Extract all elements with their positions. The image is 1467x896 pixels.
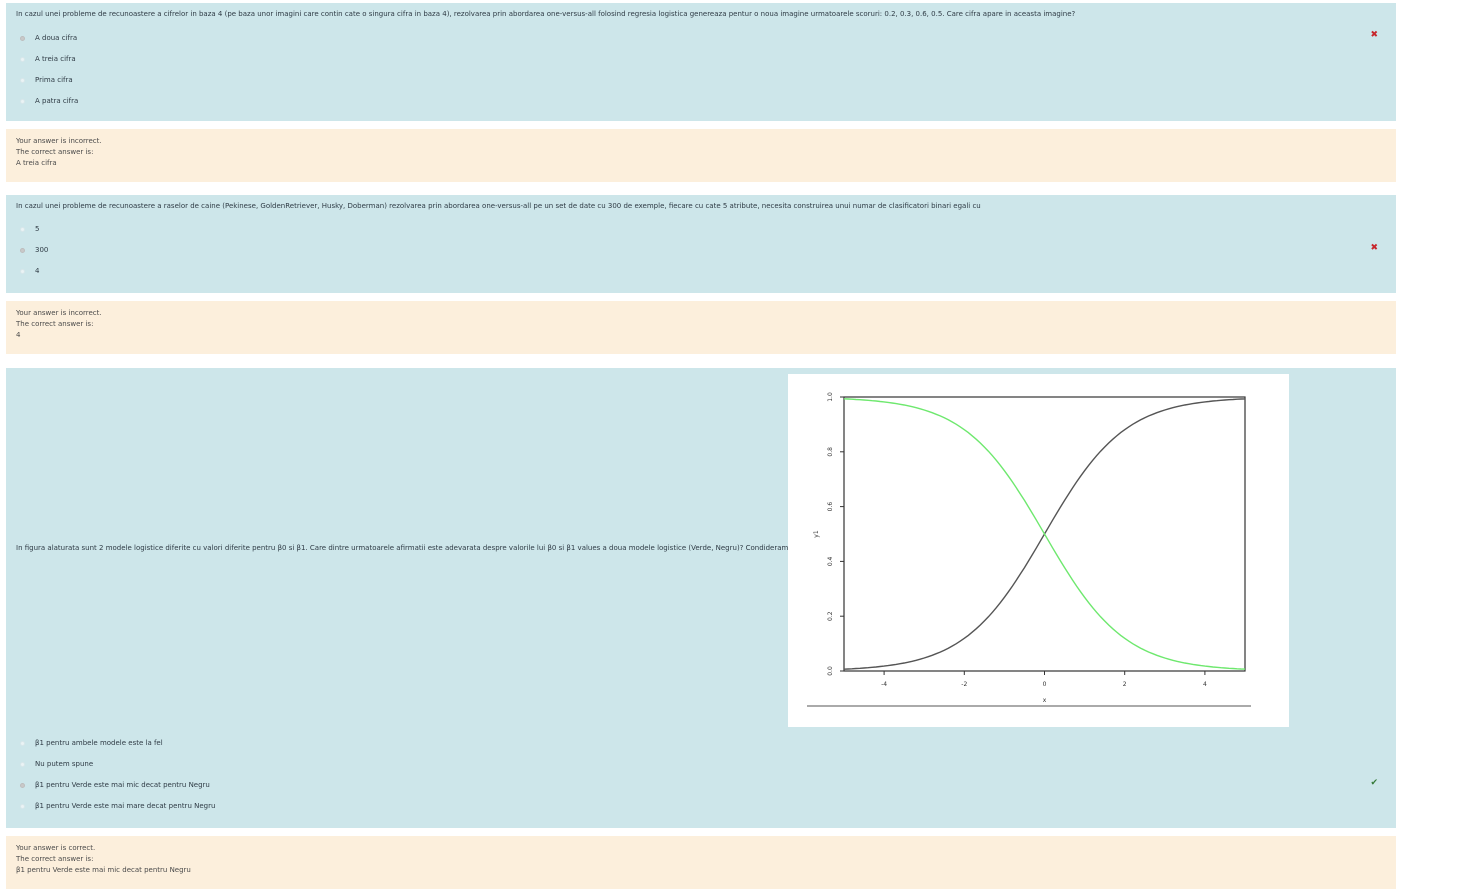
radio-selected-icon[interactable] [20, 782, 25, 788]
question-text: In cazul unei probleme de recunoastere a… [16, 202, 981, 210]
answer-option[interactable]: Nu putem spune [20, 758, 93, 770]
radio-icon[interactable] [20, 226, 25, 232]
correct-answer: β1 pentru Verde este mai mic decat pentr… [16, 866, 191, 874]
correct-answer: A treia cifra [16, 159, 57, 167]
answer-option[interactable]: 4 [20, 265, 39, 277]
radio-icon[interactable] [20, 740, 25, 746]
answer-option[interactable]: A treia cifra [20, 53, 76, 65]
answer-option[interactable]: 300 [20, 244, 48, 256]
x-tick-label: -2 [961, 681, 967, 688]
radio-icon[interactable] [20, 56, 25, 62]
answer-option[interactable]: A patra cifra [20, 95, 78, 107]
answer-option[interactable]: β1 pentru ambele modele este la fel [20, 737, 163, 749]
answer-option[interactable]: β1 pentru Verde este mai mare decat pent… [20, 800, 215, 812]
logistic-chart: -4 -2 0 2 4 0.0 0.2 0.4 0.6 0.8 1.0 x y1 [807, 392, 1251, 707]
question-text: In cazul unei probleme de recunoastere a… [16, 10, 1076, 18]
incorrect-icon: ✖ [1370, 243, 1378, 253]
radio-selected-icon[interactable] [20, 35, 25, 41]
question-text: In figura alaturata sunt 2 modele logist… [16, 544, 844, 552]
incorrect-icon: ✖ [1370, 30, 1378, 40]
x-tick-label: 2 [1123, 681, 1127, 688]
y-axis-label: y1 [813, 530, 820, 538]
radio-icon[interactable] [20, 803, 25, 809]
answer-option[interactable]: Prima cifra [20, 74, 73, 86]
answer-option[interactable]: β1 pentru Verde este mai mic decat pentr… [20, 779, 210, 791]
radio-icon[interactable] [20, 268, 25, 274]
correct-answer-label: The correct answer is: [16, 148, 94, 156]
feedback-status: Your answer is incorrect. [16, 137, 102, 145]
correct-check-icon: ✔ [1370, 778, 1378, 788]
correct-answer: 4 [16, 331, 21, 339]
feedback-status: Your answer is incorrect. [16, 309, 102, 317]
answer-option[interactable]: A doua cifra [20, 32, 77, 44]
y-tick-label: 1.0 [827, 392, 834, 402]
radio-icon[interactable] [20, 77, 25, 83]
question-card-3: In figura alaturata sunt 2 modele logist… [6, 368, 1396, 828]
y-tick-label: 0.8 [827, 447, 834, 457]
correct-answer-label: The correct answer is: [16, 855, 94, 863]
answer-option[interactable]: 5 [20, 223, 39, 235]
y-tick-label: 0.0 [827, 666, 834, 676]
y-tick-label: 0.6 [827, 502, 834, 512]
radio-icon[interactable] [20, 761, 25, 767]
feedback-box-2: Your answer is incorrect. The correct an… [6, 301, 1396, 354]
correct-answer-label: The correct answer is: [16, 320, 94, 328]
question-card-2: In cazul unei probleme de recunoastere a… [6, 195, 1396, 293]
radio-selected-icon[interactable] [20, 247, 25, 253]
x-tick-label: 4 [1203, 681, 1207, 688]
feedback-status: Your answer is correct. [16, 844, 96, 852]
logistic-chart-figure: -4 -2 0 2 4 0.0 0.2 0.4 0.6 0.8 1.0 x y1 [788, 374, 1289, 727]
x-axis-label: x [1043, 697, 1047, 704]
feedback-box-3: Your answer is correct. The correct answ… [6, 836, 1396, 889]
y-tick-label: 0.4 [827, 556, 834, 566]
x-tick-label: -4 [881, 681, 887, 688]
question-card-1: In cazul unei probleme de recunoastere a… [6, 3, 1396, 121]
y-tick-label: 0.2 [827, 611, 834, 621]
radio-icon[interactable] [20, 98, 25, 104]
feedback-box-1: Your answer is incorrect. The correct an… [6, 129, 1396, 182]
x-tick-label: 0 [1043, 681, 1047, 688]
series-line-2 [843, 398, 1246, 670]
